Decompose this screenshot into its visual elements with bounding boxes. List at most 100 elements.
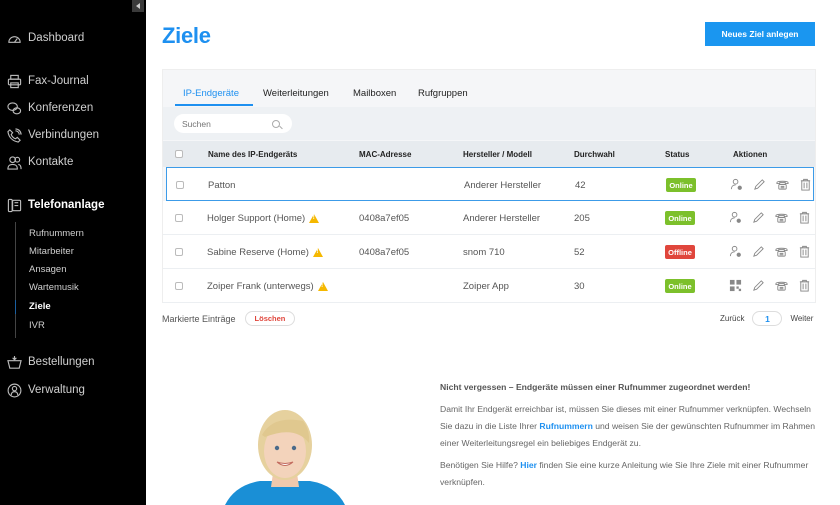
mac-address: 0408a7ef05 [359,247,410,258]
device-name-text: Sabine Reserve (Home) [207,247,309,258]
delete-selected-button[interactable]: Löschen [244,311,296,326]
pagination: Zurück 1 Weiter [720,311,813,326]
telephone-icon[interactable] [774,278,788,292]
row-checkbox[interactable] [175,214,183,222]
select-all-checkbox[interactable] [175,150,183,158]
edit-pencil-icon[interactable] [751,244,765,258]
cart-icon [6,354,22,370]
edit-pencil-icon[interactable] [751,210,765,224]
sidebar-item-fax-journal[interactable]: Fax-Journal [6,72,89,90]
help-text: Benötigen Sie Hilfe? [440,460,521,470]
sidebar-item-label: Dashboard [28,32,85,44]
phone-call-icon [6,127,22,143]
tab-mailboxen[interactable]: Mailboxen [353,88,397,99]
sidebar-item-label: Fax-Journal [28,75,89,87]
sidebar-item-kontakte[interactable]: Kontakte [6,153,73,171]
search-row [163,107,815,140]
user-settings-icon[interactable] [729,177,743,191]
vendor-model: Zoiper App [463,281,509,292]
status-badge: Online [665,211,695,225]
targets-card: IP-Endgeräte Weiterleitungen Mailboxen R… [162,69,816,303]
device-name: Patton [208,180,235,191]
mac-address: 0408a7ef05 [359,213,410,224]
column-header-mac[interactable]: MAC-Adresse [359,150,412,159]
extension: 205 [574,213,590,224]
column-header-name[interactable]: Name des IP-Endgeräts [208,150,298,159]
status-badge: Online [665,279,695,293]
trash-icon[interactable] [797,244,811,258]
telephone-icon[interactable] [775,177,789,191]
sidebar-item-label: Telefonanlage [28,199,105,211]
sidebar-item-telefonanlage[interactable]: Telefonanlage [6,196,104,214]
telephone-icon[interactable] [774,210,788,224]
search-box [174,114,292,133]
support-agent-photo [225,410,345,505]
qr-code-icon[interactable] [728,278,742,292]
row-actions [728,278,811,292]
row-actions [728,210,811,224]
chat-bubbles-icon [6,100,22,116]
row-actions [728,244,811,258]
sidebar-item-label: Konferenzen [28,102,94,114]
tab-rufgruppen[interactable]: Rufgruppen [418,88,468,99]
next-page-link[interactable]: Weiter [790,314,814,323]
help-text: finden Sie eine kurze Anleitung wie Sie … [440,460,809,487]
sidebar-item-bestellungen[interactable]: Bestellungen [6,353,95,371]
row-checkbox[interactable] [175,282,183,290]
search-input[interactable] [182,118,272,129]
page-title: Ziele [162,23,211,48]
extension: 42 [575,180,586,191]
current-page[interactable]: 1 [752,311,783,326]
subnav-item-ziele[interactable]: Ziele [29,301,51,312]
sidebar-collapse-button[interactable] [132,0,144,12]
sidebar-item-dashboard[interactable]: Dashboard [6,29,84,47]
tab-ip-endgeraete[interactable]: IP-Endgeräte [183,88,239,99]
trash-icon[interactable] [797,210,811,224]
row-actions [729,177,812,191]
previous-page-link[interactable]: Zurück [720,314,745,323]
row-checkbox[interactable] [176,181,184,189]
subnav-item-mitarbeiter[interactable]: Mitarbeiter [29,246,74,257]
edit-pencil-icon[interactable] [752,177,766,191]
telephone-icon[interactable] [774,244,788,258]
help-section: Nicht vergessen – Endgeräte müssen einer… [440,379,825,496]
subnav-item-wartemusik[interactable]: Wartemusik [29,282,79,293]
help-text: Damit Ihr Endgerät erreichbar ist, müsse… [440,404,811,431]
table-row[interactable]: Patton Anderer Hersteller 42 Online [166,167,814,201]
table-row[interactable]: Holger Support (Home) 0408a7ef05 Anderer… [163,201,815,235]
user-settings-icon[interactable] [728,244,742,258]
search-icon[interactable] [272,119,280,128]
sidebar: Dashboard Fax-Journal Konferenzen Verbin… [0,0,146,505]
sidebar-item-label: Kontakte [28,156,74,168]
help-paragraph-1: Damit Ihr Endgerät erreichbar ist, müsse… [440,401,825,452]
subnav-item-ivr[interactable]: IVR [29,320,45,331]
edit-pencil-icon[interactable] [751,278,765,292]
subnav-item-rufnummern[interactable]: Rufnummern [29,228,84,239]
device-name-text: Patton [208,180,236,191]
warning-icon [312,248,323,257]
user-settings-icon[interactable] [728,210,742,224]
sidebar-item-verwaltung[interactable]: Verwaltung [6,381,85,399]
device-name: Holger Support (Home) [207,213,320,224]
help-paragraph-2: Benötigen Sie Hilfe? Hier finden Sie ein… [440,457,825,491]
table-row[interactable]: Zoiper Frank (unterwegs) Zoiper App 30 O… [163,269,815,303]
vendor-model: Anderer Hersteller [464,180,542,191]
table-row[interactable]: Sabine Reserve (Home) 0408a7ef05 snom 71… [163,235,815,269]
extension: 30 [574,281,585,292]
row-checkbox[interactable] [175,248,183,256]
sidebar-item-verbindungen[interactable]: Verbindungen [6,126,99,144]
help-guide-link[interactable]: Hier [520,460,537,470]
rufnummern-link[interactable]: Rufnummern [539,421,593,431]
trash-icon[interactable] [797,278,811,292]
tab-weiterleitungen[interactable]: Weiterleitungen [263,88,329,99]
column-header-status[interactable]: Status [665,150,690,159]
help-text: und weisen Sie der gewünschten Rufnummer… [440,421,815,448]
column-header-extension[interactable]: Durchwahl [574,150,615,159]
column-header-vendor[interactable]: Hersteller / Modell [463,150,532,159]
sidebar-item-konferenzen[interactable]: Konferenzen [6,99,93,117]
subnav-item-ansagen[interactable]: Ansagen [29,264,67,275]
column-header-actions: Aktionen [733,150,768,159]
new-target-button[interactable]: Neues Ziel anlegen [705,22,815,46]
bulk-actions: Markierte Einträge Löschen [162,311,296,326]
trash-icon[interactable] [798,177,812,191]
